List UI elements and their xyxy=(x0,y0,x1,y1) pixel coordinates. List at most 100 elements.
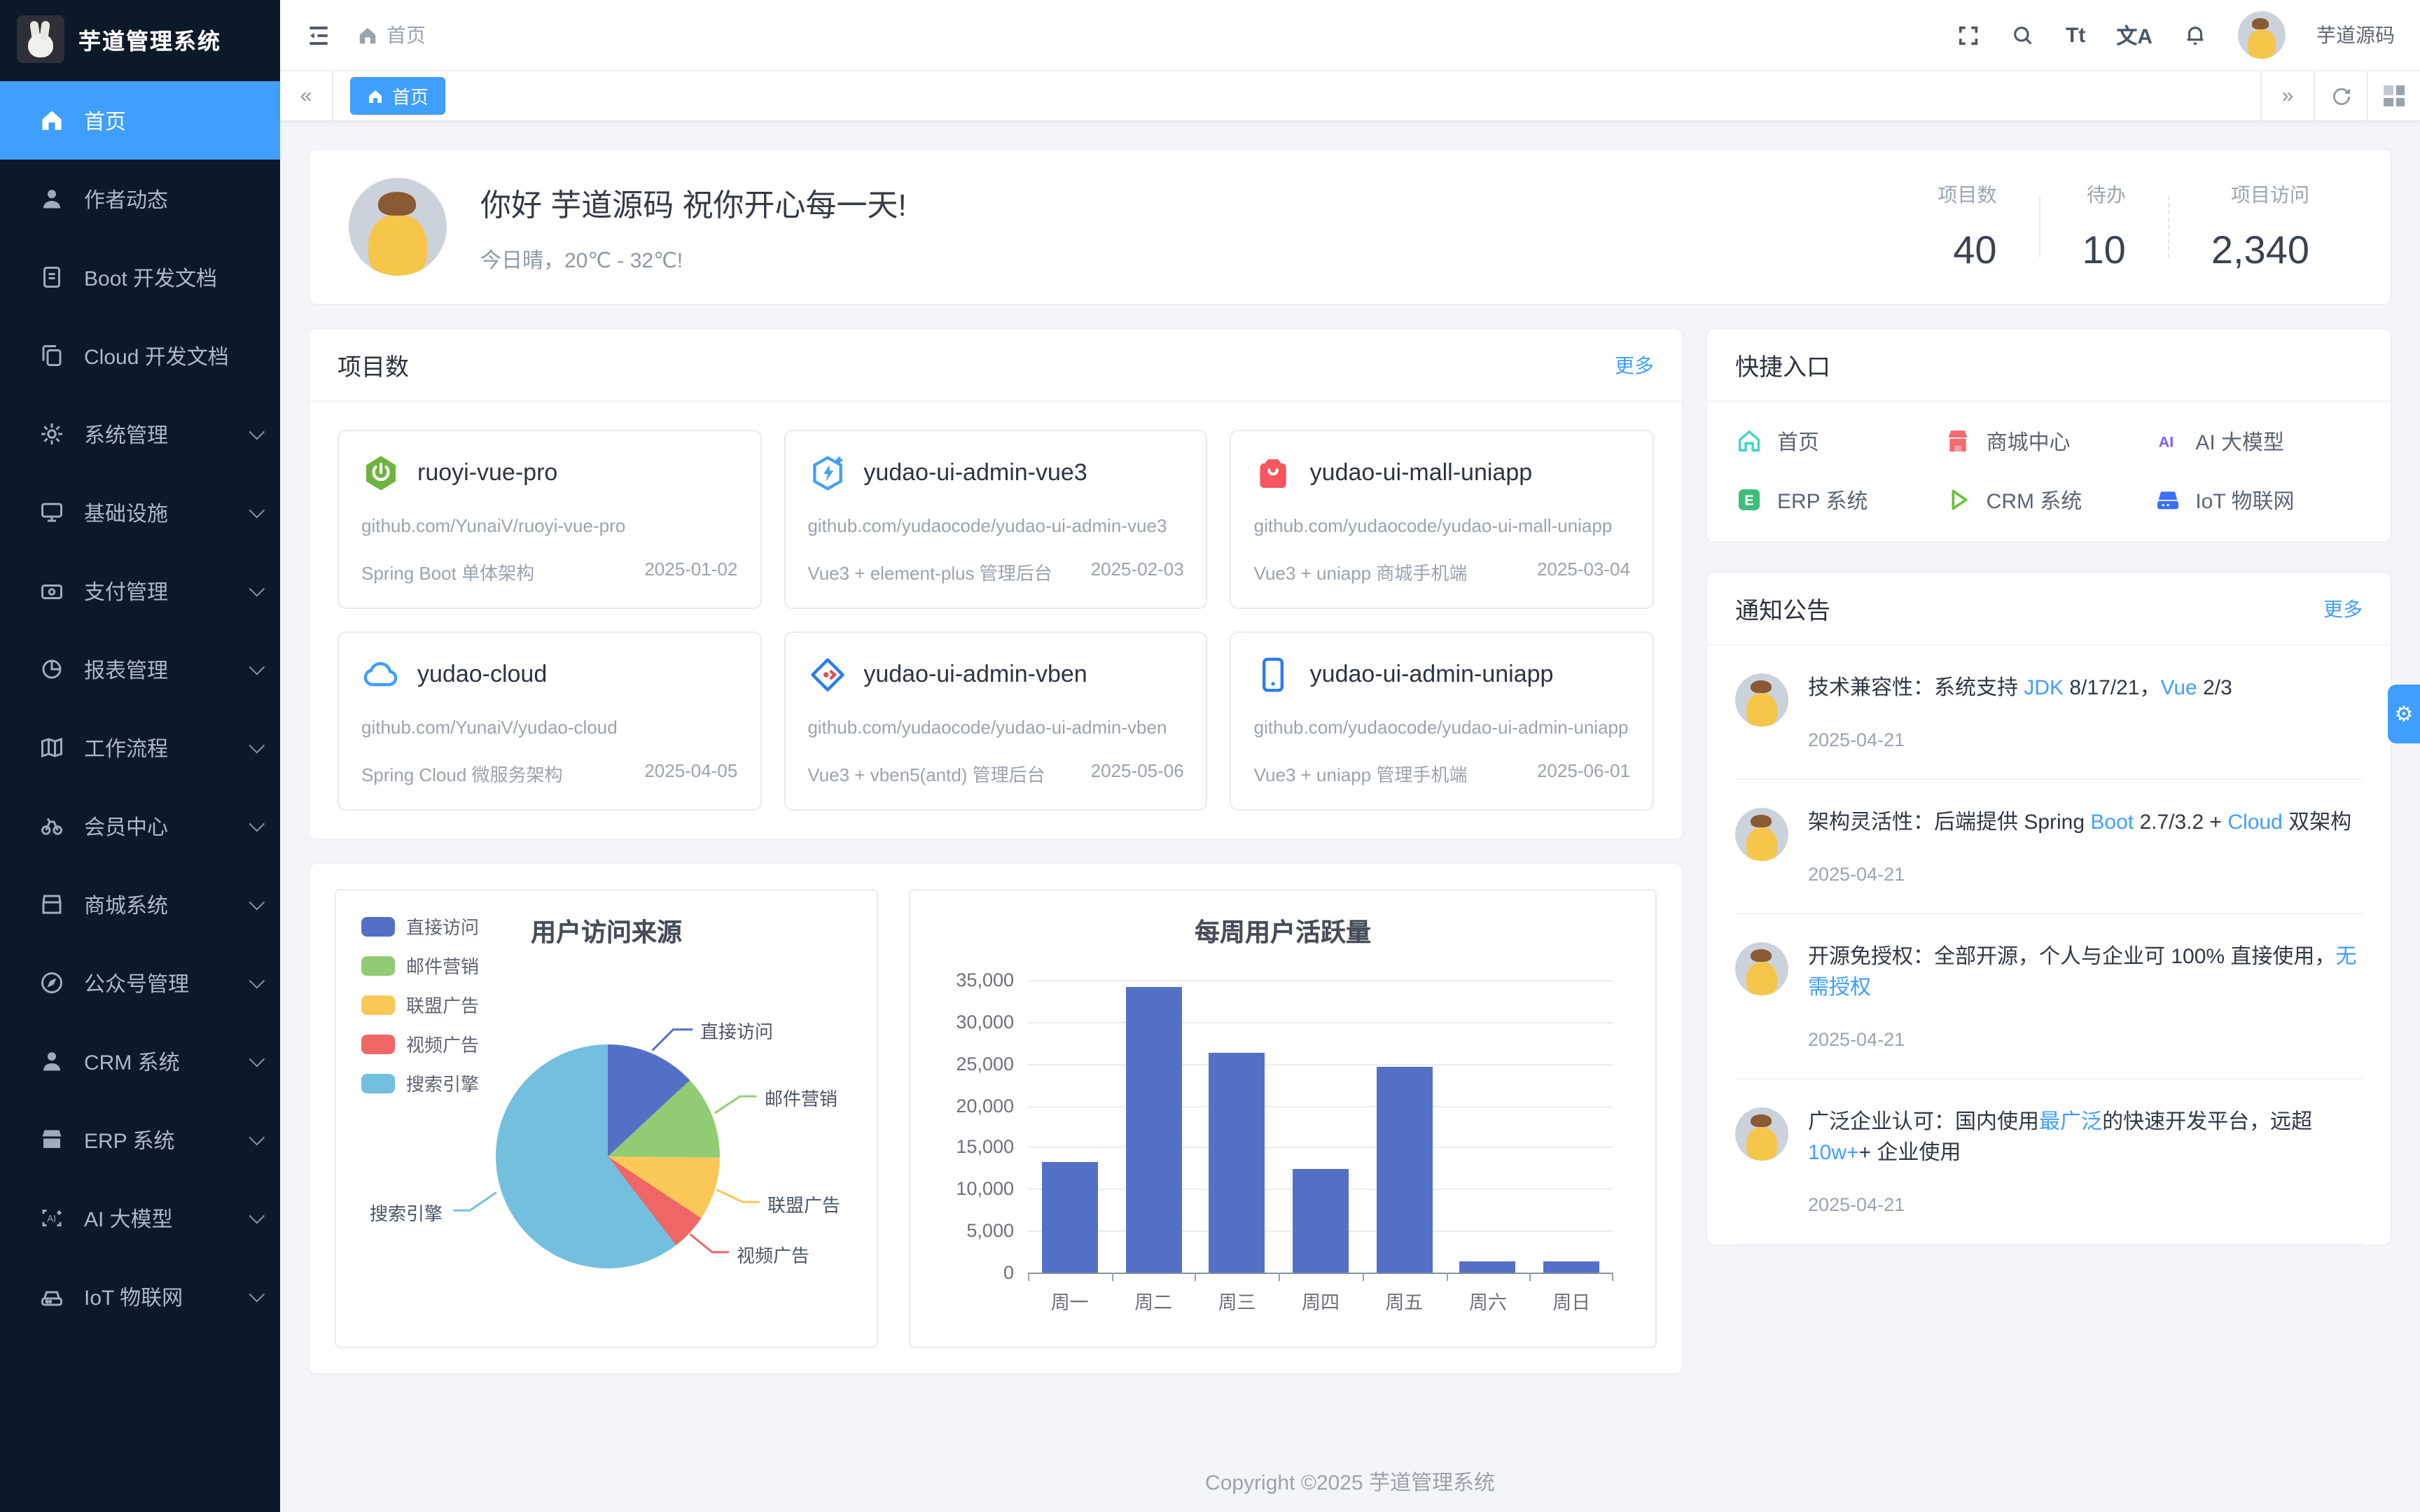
projects-title: 项目数 xyxy=(338,354,409,381)
chevron-down-icon xyxy=(249,424,265,440)
bar-周一[interactable] xyxy=(1041,1161,1098,1273)
shortcut-mall[interactable]: 商城中心 xyxy=(1945,421,2154,461)
shortcut-crm[interactable]: CRM 系统 xyxy=(1945,480,2154,519)
gridline xyxy=(1028,1021,1613,1023)
fullscreen-icon[interactable] xyxy=(1956,23,1980,47)
notice-item[interactable]: 广泛企业认可：国内使用最广泛的快速开发平台，远超 10w++ 企业使用 2025… xyxy=(1735,1079,2363,1245)
divider xyxy=(2167,196,2169,258)
bar-周日[interactable] xyxy=(1543,1261,1600,1273)
x-axis-category-label: 周四 xyxy=(1302,1292,1340,1313)
notice-item[interactable]: 技术兼容性：系统支持 JDK 8/17/21，Vue 2/3 2025-04-2… xyxy=(1735,645,2363,780)
username: 芋道源码 xyxy=(2316,24,2395,46)
svg-text:AI: AI xyxy=(47,1213,56,1224)
bar-周五[interactable] xyxy=(1376,1066,1433,1273)
breadcrumb[interactable]: 首页 xyxy=(357,21,426,49)
bar-周六[interactable] xyxy=(1459,1261,1516,1273)
x-axis-tickmark xyxy=(1612,1273,1613,1281)
sidebar-item-mp[interactable]: 公众号管理 xyxy=(0,944,280,1022)
y-axis-tick-label: 15,000 xyxy=(956,1136,1014,1158)
notices-title: 通知公告 xyxy=(1735,598,1830,624)
sidebar-item-payment[interactable]: 支付管理 xyxy=(0,552,280,630)
ai-icon: AI xyxy=(2158,433,2174,450)
tab-home[interactable]: 首页 xyxy=(350,77,446,115)
notice-link[interactable]: 无需授权 xyxy=(1808,945,2357,1000)
divider xyxy=(2038,196,2040,258)
notice-link[interactable]: 10w+ xyxy=(1808,1141,1859,1165)
settings-button[interactable]: ⚙ xyxy=(2388,685,2420,743)
sidebar-item-system[interactable]: 系统管理 xyxy=(0,395,280,473)
bar-周四[interactable] xyxy=(1293,1169,1349,1273)
notice-link[interactable]: 最广泛 xyxy=(2039,1110,2103,1134)
tabs-scroll-left-icon[interactable]: « xyxy=(280,71,333,120)
sidebar-item-member[interactable]: 会员中心 xyxy=(0,787,280,865)
sidebar-item-cloud-docs[interactable]: Cloud 开发文档 xyxy=(0,316,280,395)
tabs-scroll-right-icon[interactable]: » xyxy=(2260,71,2314,120)
spring-icon xyxy=(366,456,396,491)
legend-item[interactable]: 邮件营销 xyxy=(361,952,479,979)
sidebar-item-erp[interactable]: ERP 系统 xyxy=(0,1100,280,1179)
pie-chart-card: 用户访问来源 直接访问 邮件营销 联盟广告 视频广告 搜索引擎 xyxy=(335,889,878,1348)
bar-周三[interactable] xyxy=(1209,1052,1265,1273)
sidebar-item-iot[interactable]: IoT 物联网 xyxy=(0,1257,280,1336)
notice-item[interactable]: 架构灵活性：后端提供 Spring Boot 2.7/3.2 + Cloud 双… xyxy=(1735,780,2363,914)
projects-more-link[interactable]: 更多 xyxy=(1615,354,1654,376)
project-card-yudao-ui-admin-vben[interactable]: yudao-ui-admin-vben github.com/yudaocode… xyxy=(784,631,1208,811)
legend-item[interactable]: 搜索引擎 xyxy=(361,1070,479,1096)
sidebar-item-crm[interactable]: CRM 系统 xyxy=(0,1022,280,1100)
breadcrumb-home: 首页 xyxy=(387,24,426,46)
legend-item[interactable]: 联盟广告 xyxy=(361,991,479,1018)
shortcut-ai[interactable]: AI AI 大模型 xyxy=(2153,421,2363,461)
bar-周二[interactable] xyxy=(1125,986,1182,1273)
shortcut-home[interactable]: 首页 xyxy=(1735,421,1945,461)
refresh-icon[interactable] xyxy=(2314,71,2367,120)
sidebar-item-mall[interactable]: 商城系统 xyxy=(0,865,280,944)
project-url: github.com/yudaocode/yudao-ui-admin-vben xyxy=(807,717,1167,738)
project-card-yudao-ui-admin-uniapp[interactable]: yudao-ui-admin-uniapp github.com/yudaoco… xyxy=(1230,631,1654,811)
tabs-menu-icon[interactable] xyxy=(2367,71,2420,120)
collapse-sidebar-icon[interactable] xyxy=(305,22,332,48)
x-axis-tickmark xyxy=(1111,1273,1113,1281)
sidebar-item-ai[interactable]: AI AI 大模型 xyxy=(0,1179,280,1257)
gridline xyxy=(1028,980,1613,981)
sidebar-item-infra[interactable]: 基础设施 xyxy=(0,473,280,552)
legend-item[interactable]: 直接访问 xyxy=(361,913,479,939)
sidebar-item-workflow[interactable]: 工作流程 xyxy=(0,708,280,787)
sidebar-item-boot-docs[interactable]: Boot 开发文档 xyxy=(0,238,280,316)
legend-item[interactable]: 视频广告 xyxy=(361,1030,479,1057)
sidebar-item-report[interactable]: 报表管理 xyxy=(0,630,280,708)
notice-text: 广泛企业认可：国内使用最广泛的快速开发平台，远超 10w++ 企业使用 xyxy=(1808,1110,2313,1165)
app-title: 芋道管理系统 xyxy=(78,31,222,55)
app-logo-row[interactable]: 芋道管理系统 xyxy=(0,0,280,78)
project-date: 2025-05-06 xyxy=(1090,760,1184,781)
x-axis-category-label: 周六 xyxy=(1468,1292,1507,1313)
font-size-icon[interactable]: Tt xyxy=(2065,23,2086,47)
notice-link[interactable]: Vue xyxy=(2160,676,2197,700)
notices-more-link[interactable]: 更多 xyxy=(2323,597,2363,620)
sidebar-item-home[interactable]: 首页 xyxy=(0,81,280,160)
bell-icon[interactable] xyxy=(2183,23,2207,47)
notice-link[interactable]: Boot xyxy=(2090,811,2134,834)
sidebar-item-author[interactable]: 作者动态 xyxy=(0,160,280,238)
x-axis-category-label: 周五 xyxy=(1385,1292,1424,1313)
documents-copy-icon xyxy=(39,343,64,368)
sidebar: 芋道管理系统 首页 作者动态 Boot 开发文档 Cloud 开发文档 系统管理 xyxy=(0,0,280,1512)
shortcut-erp[interactable]: E ERP 系统 xyxy=(1735,480,1945,519)
project-card-yudao-ui-admin-vue3[interactable]: yudao-ui-admin-vue3 github.com/yudaocode… xyxy=(784,430,1208,609)
locale-icon[interactable]: 文A xyxy=(2116,24,2153,48)
search-icon[interactable] xyxy=(2011,23,2035,47)
home-icon xyxy=(359,27,376,43)
stat-visits: 项目访问 2,340 xyxy=(2211,183,2309,272)
project-card-ruoyi-vue-pro[interactable]: ruoyi-vue-pro github.com/YunaiV/ruoyi-vu… xyxy=(338,430,762,609)
project-url: github.com/yudaocode/yudao-ui-admin-unia… xyxy=(1253,717,1629,738)
notice-link[interactable]: JDK xyxy=(2024,676,2064,700)
ai-frame-icon: AI xyxy=(39,1205,64,1231)
avatar[interactable] xyxy=(2238,11,2286,59)
notice-link[interactable]: Cloud xyxy=(2227,811,2283,834)
notice-item[interactable]: 开源免授权：全部开源，个人与企业可 100% 直接使用，无需授权 2025-04… xyxy=(1735,914,2363,1079)
tabs-track: 首页 xyxy=(333,71,2260,120)
x-axis-tickmark xyxy=(1529,1273,1531,1281)
top-navbar: 首页 Tt 文A 芋道源码 xyxy=(280,0,2420,70)
shortcut-iot[interactable]: IoT 物联网 xyxy=(2153,480,2363,519)
project-card-yudao-ui-mall-uniapp[interactable]: yudao-ui-mall-uniapp github.com/yudaocod… xyxy=(1230,430,1654,609)
project-card-yudao-cloud[interactable]: yudao-cloud github.com/YunaiV/yudao-clou… xyxy=(338,631,762,811)
